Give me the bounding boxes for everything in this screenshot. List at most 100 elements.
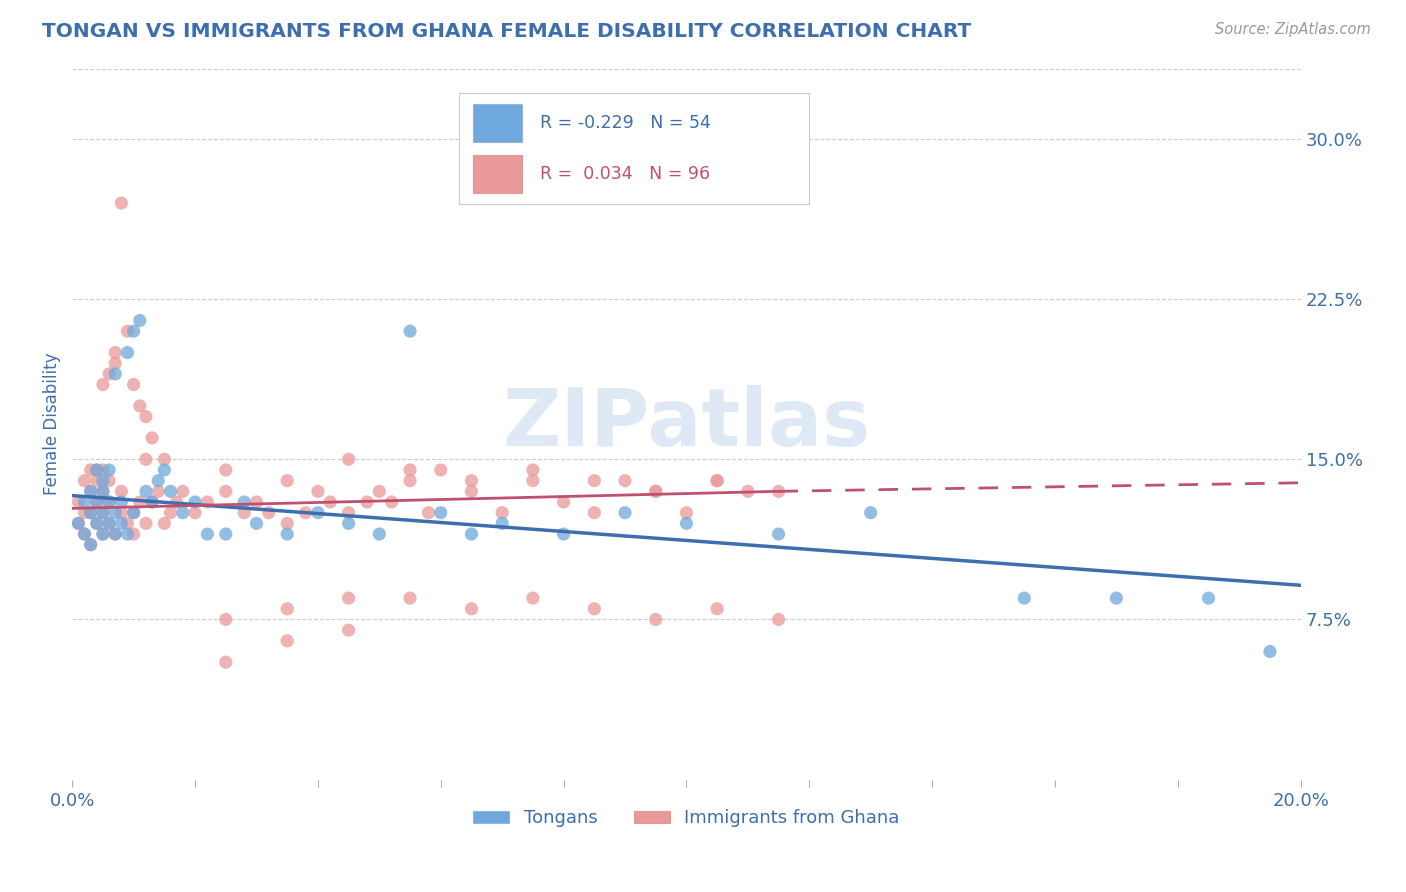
Point: [117, 345, 139, 359]
Point: [141, 495, 163, 509]
Point: [153, 516, 176, 531]
Point: [675, 516, 697, 531]
Point: [337, 623, 360, 637]
Point: [91, 506, 114, 520]
Point: [104, 527, 127, 541]
Point: [195, 527, 218, 541]
Point: [1198, 591, 1220, 606]
Point: [79, 506, 101, 520]
Point: [859, 506, 882, 520]
Point: [98, 367, 121, 381]
Point: [399, 474, 422, 488]
Point: [768, 527, 790, 541]
Point: [614, 474, 637, 488]
Point: [429, 463, 451, 477]
Point: [79, 463, 101, 477]
Point: [307, 506, 329, 520]
Point: [110, 516, 132, 531]
Point: [614, 506, 637, 520]
Point: [91, 506, 114, 520]
Legend: Tongans, Immigrants from Ghana: Tongans, Immigrants from Ghana: [465, 802, 907, 835]
Point: [1258, 644, 1281, 658]
Point: [737, 484, 759, 499]
Point: [706, 474, 728, 488]
Point: [79, 538, 101, 552]
Point: [98, 516, 121, 531]
Point: [460, 484, 482, 499]
Point: [184, 495, 207, 509]
Point: [460, 474, 482, 488]
Point: [128, 495, 150, 509]
Point: [583, 474, 606, 488]
Point: [98, 474, 121, 488]
Point: [98, 463, 121, 477]
Point: [460, 527, 482, 541]
Point: [79, 538, 101, 552]
Point: [86, 474, 108, 488]
Point: [337, 591, 360, 606]
Point: [399, 591, 422, 606]
Point: [91, 377, 114, 392]
Point: [135, 409, 157, 424]
Point: [86, 516, 108, 531]
Point: [215, 655, 238, 669]
Point: [135, 484, 157, 499]
Point: [110, 196, 132, 211]
Point: [356, 495, 378, 509]
Point: [86, 495, 108, 509]
Point: [583, 506, 606, 520]
Point: [368, 527, 391, 541]
Point: [79, 484, 101, 499]
Point: [337, 452, 360, 467]
Point: [86, 516, 108, 531]
Point: [276, 474, 298, 488]
Point: [117, 324, 139, 338]
Point: [91, 527, 114, 541]
Point: [276, 527, 298, 541]
Point: [73, 527, 96, 541]
Point: [67, 495, 90, 509]
Point: [122, 527, 145, 541]
Point: [276, 601, 298, 615]
Point: [73, 474, 96, 488]
Point: [117, 527, 139, 541]
Point: [91, 527, 114, 541]
Point: [294, 506, 316, 520]
Point: [491, 506, 513, 520]
Point: [768, 484, 790, 499]
Point: [79, 506, 101, 520]
Point: [67, 516, 90, 531]
Point: [172, 506, 194, 520]
Point: [166, 495, 188, 509]
Point: [429, 506, 451, 520]
Point: [644, 484, 666, 499]
Point: [98, 516, 121, 531]
Point: [135, 516, 157, 531]
Point: [460, 601, 482, 615]
Point: [276, 516, 298, 531]
Point: [337, 516, 360, 531]
Point: [128, 313, 150, 327]
Point: [768, 612, 790, 626]
Point: [381, 495, 404, 509]
Point: [276, 633, 298, 648]
Point: [135, 452, 157, 467]
Point: [233, 506, 256, 520]
Point: [86, 463, 108, 477]
Point: [79, 484, 101, 499]
Point: [233, 495, 256, 509]
Point: [399, 324, 422, 338]
Point: [706, 474, 728, 488]
Point: [195, 495, 218, 509]
Point: [86, 463, 108, 477]
Point: [104, 345, 127, 359]
Point: [522, 591, 544, 606]
Point: [257, 506, 280, 520]
Point: [148, 484, 170, 499]
Point: [153, 452, 176, 467]
Point: [122, 506, 145, 520]
Point: [215, 527, 238, 541]
Point: [73, 527, 96, 541]
Point: [110, 506, 132, 520]
Point: [98, 495, 121, 509]
